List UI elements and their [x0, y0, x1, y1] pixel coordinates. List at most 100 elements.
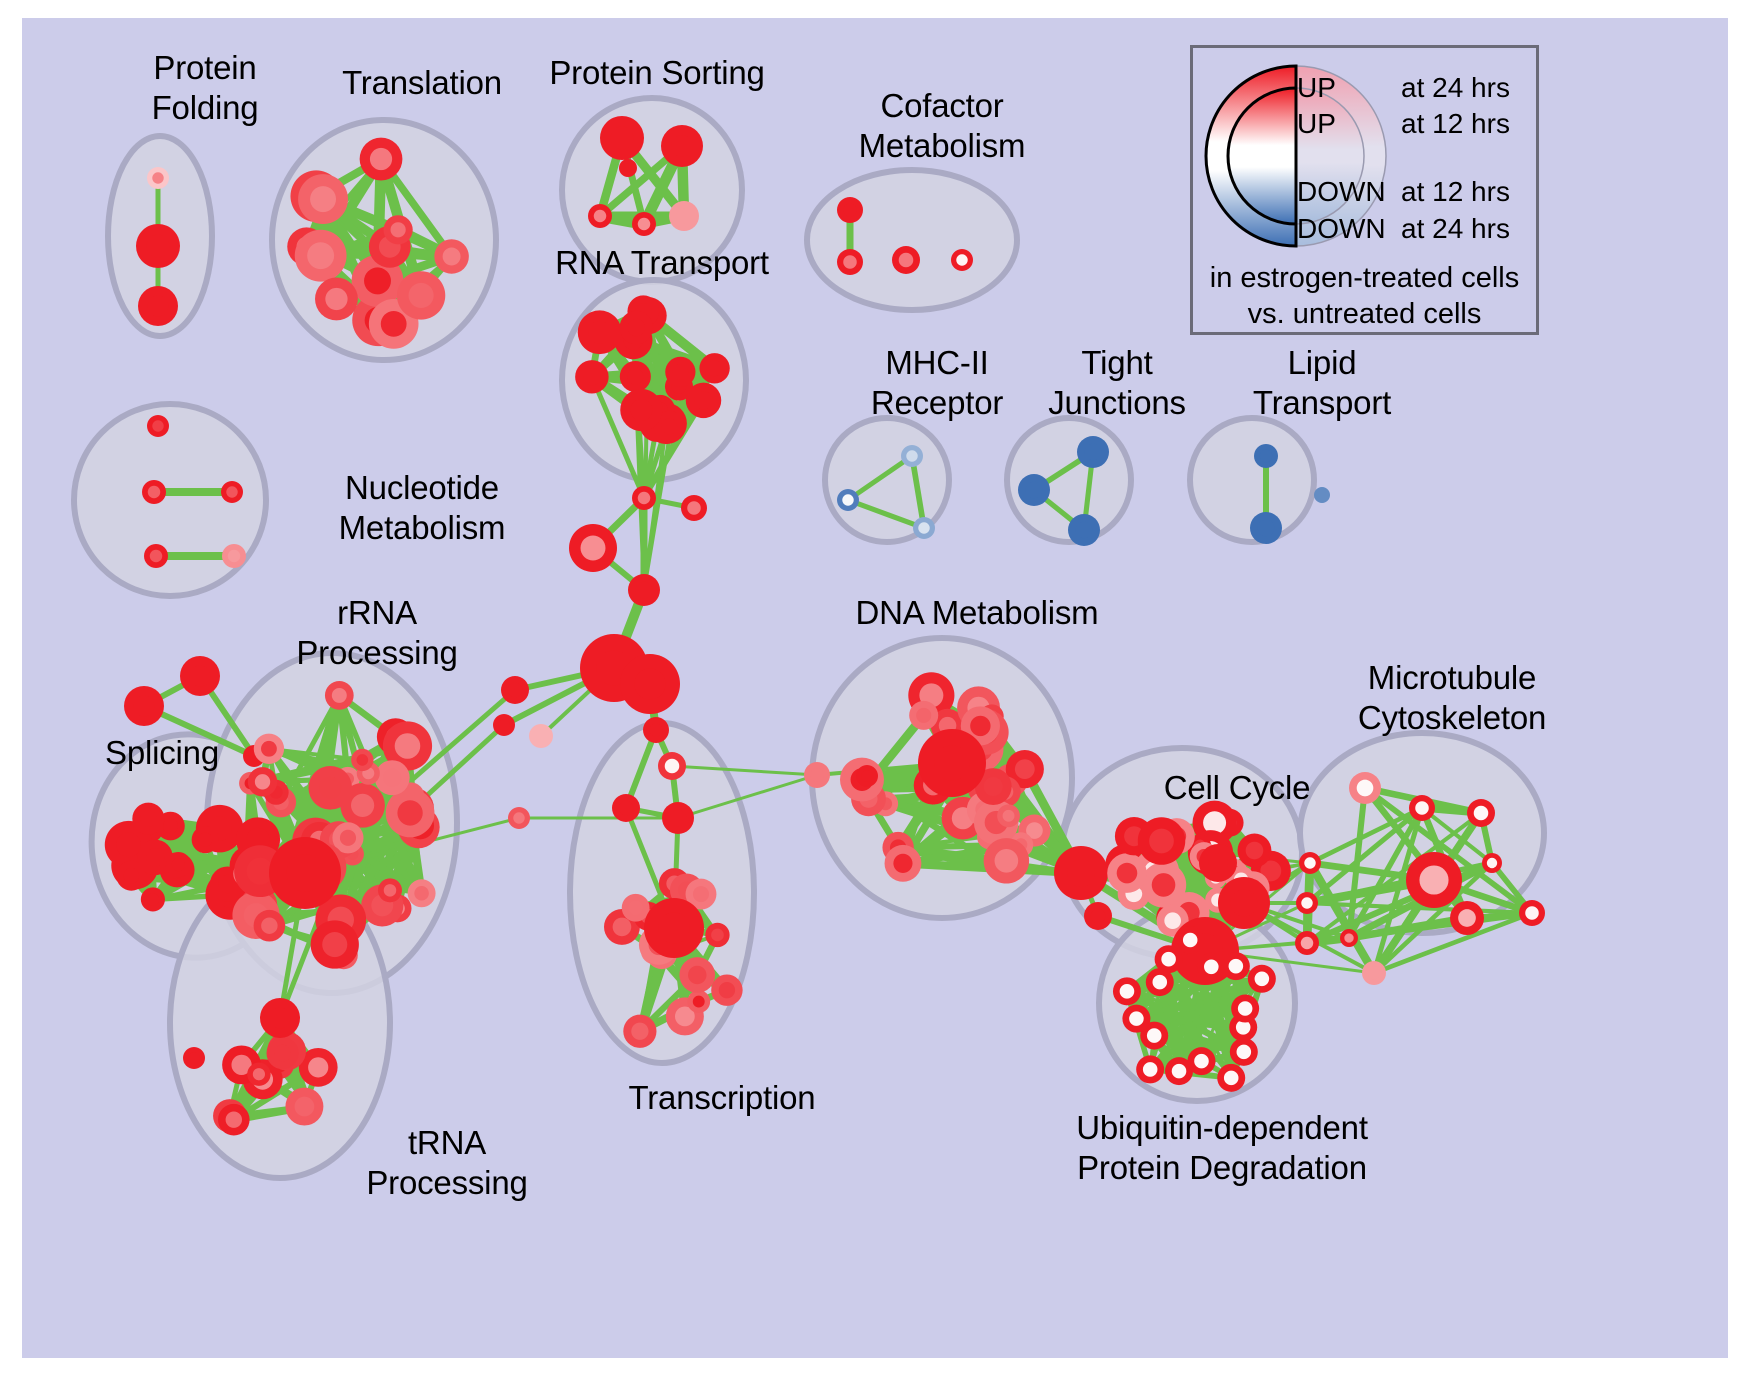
- network-node[interactable]: [1068, 514, 1100, 546]
- network-node[interactable]: [1450, 901, 1484, 935]
- network-node[interactable]: [837, 489, 859, 511]
- network-node[interactable]: [1176, 925, 1205, 954]
- network-node[interactable]: [374, 760, 410, 796]
- network-node[interactable]: [351, 748, 374, 772]
- network-node[interactable]: [132, 802, 165, 835]
- network-node[interactable]: [918, 729, 986, 797]
- network-node[interactable]: [1005, 750, 1044, 789]
- network-node[interactable]: [1299, 852, 1321, 874]
- network-node[interactable]: [1362, 961, 1386, 985]
- network-node[interactable]: [804, 762, 830, 788]
- network-node[interactable]: [619, 159, 637, 177]
- network-node[interactable]: [247, 767, 278, 797]
- network-node[interactable]: [1054, 846, 1108, 900]
- network-node[interactable]: [1482, 853, 1502, 873]
- network-node[interactable]: [619, 360, 651, 393]
- network-node[interactable]: [529, 724, 553, 748]
- network-node[interactable]: [983, 838, 1030, 884]
- network-node[interactable]: [508, 807, 530, 829]
- network-node[interactable]: [1137, 817, 1186, 865]
- network-node[interactable]: [711, 974, 743, 1006]
- network-node[interactable]: [1519, 900, 1545, 926]
- network-node[interactable]: [1112, 977, 1141, 1006]
- network-node[interactable]: [382, 721, 433, 771]
- network-node[interactable]: [1254, 444, 1278, 468]
- network-node[interactable]: [247, 1062, 271, 1086]
- network-node[interactable]: [1314, 487, 1330, 503]
- network-node[interactable]: [144, 544, 168, 568]
- network-node[interactable]: [140, 887, 165, 912]
- network-node[interactable]: [493, 714, 515, 736]
- network-node[interactable]: [685, 382, 722, 419]
- network-node[interactable]: [909, 700, 939, 730]
- network-node[interactable]: [1229, 1037, 1258, 1066]
- network-node[interactable]: [253, 909, 286, 942]
- network-node[interactable]: [407, 879, 436, 908]
- network-node[interactable]: [183, 1047, 205, 1069]
- network-node[interactable]: [1467, 799, 1495, 827]
- network-node[interactable]: [385, 788, 435, 838]
- network-node[interactable]: [310, 920, 359, 969]
- network-node[interactable]: [1250, 512, 1282, 544]
- network-node[interactable]: [685, 878, 717, 910]
- network-node[interactable]: [269, 837, 341, 909]
- network-node[interactable]: [298, 174, 349, 225]
- network-node[interactable]: [1237, 833, 1272, 868]
- network-node[interactable]: [1136, 1055, 1165, 1084]
- network-node[interactable]: [661, 125, 703, 167]
- network-node[interactable]: [575, 360, 609, 394]
- network-node[interactable]: [620, 654, 680, 714]
- network-node[interactable]: [116, 860, 147, 891]
- network-node[interactable]: [260, 998, 300, 1038]
- network-node[interactable]: [837, 197, 863, 223]
- network-node[interactable]: [669, 201, 699, 231]
- network-node[interactable]: [359, 137, 403, 181]
- network-node[interactable]: [619, 310, 654, 345]
- network-node[interactable]: [1187, 1047, 1216, 1076]
- network-node[interactable]: [351, 254, 404, 307]
- network-node[interactable]: [577, 310, 622, 355]
- network-node[interactable]: [884, 844, 922, 882]
- network-node[interactable]: [623, 1014, 657, 1048]
- network-node[interactable]: [1296, 892, 1318, 914]
- network-node[interactable]: [383, 215, 413, 245]
- network-node[interactable]: [612, 794, 640, 822]
- network-node[interactable]: [658, 752, 686, 780]
- network-node[interactable]: [643, 717, 669, 743]
- network-node[interactable]: [687, 990, 711, 1013]
- network-node[interactable]: [1122, 1004, 1151, 1033]
- network-node[interactable]: [1107, 853, 1147, 893]
- network-node[interactable]: [221, 481, 243, 503]
- network-node[interactable]: [653, 410, 685, 442]
- network-node[interactable]: [501, 676, 529, 704]
- network-node[interactable]: [1199, 844, 1237, 882]
- network-node[interactable]: [137, 839, 173, 876]
- network-node[interactable]: [1084, 902, 1112, 930]
- network-node[interactable]: [1340, 929, 1358, 947]
- network-node[interactable]: [892, 246, 920, 274]
- network-node[interactable]: [332, 822, 364, 854]
- network-node[interactable]: [396, 271, 446, 320]
- network-node[interactable]: [377, 878, 402, 903]
- network-node[interactable]: [681, 495, 707, 521]
- network-node[interactable]: [620, 388, 663, 432]
- network-node[interactable]: [1221, 952, 1250, 981]
- network-node[interactable]: [165, 851, 192, 878]
- network-node[interactable]: [340, 783, 385, 828]
- network-node[interactable]: [142, 480, 166, 504]
- network-node[interactable]: [1349, 772, 1381, 804]
- network-node[interactable]: [1140, 1021, 1169, 1050]
- network-node[interactable]: [298, 1047, 338, 1087]
- network-node[interactable]: [951, 249, 973, 271]
- network-node[interactable]: [138, 286, 178, 326]
- network-node[interactable]: [1154, 945, 1183, 974]
- network-node[interactable]: [632, 486, 656, 510]
- network-node[interactable]: [699, 353, 730, 384]
- network-node[interactable]: [266, 1036, 299, 1070]
- network-node[interactable]: [662, 802, 694, 834]
- network-node[interactable]: [124, 686, 164, 726]
- network-node[interactable]: [644, 898, 704, 958]
- network-node[interactable]: [136, 224, 180, 268]
- network-node[interactable]: [569, 524, 617, 572]
- network-node[interactable]: [1231, 994, 1260, 1023]
